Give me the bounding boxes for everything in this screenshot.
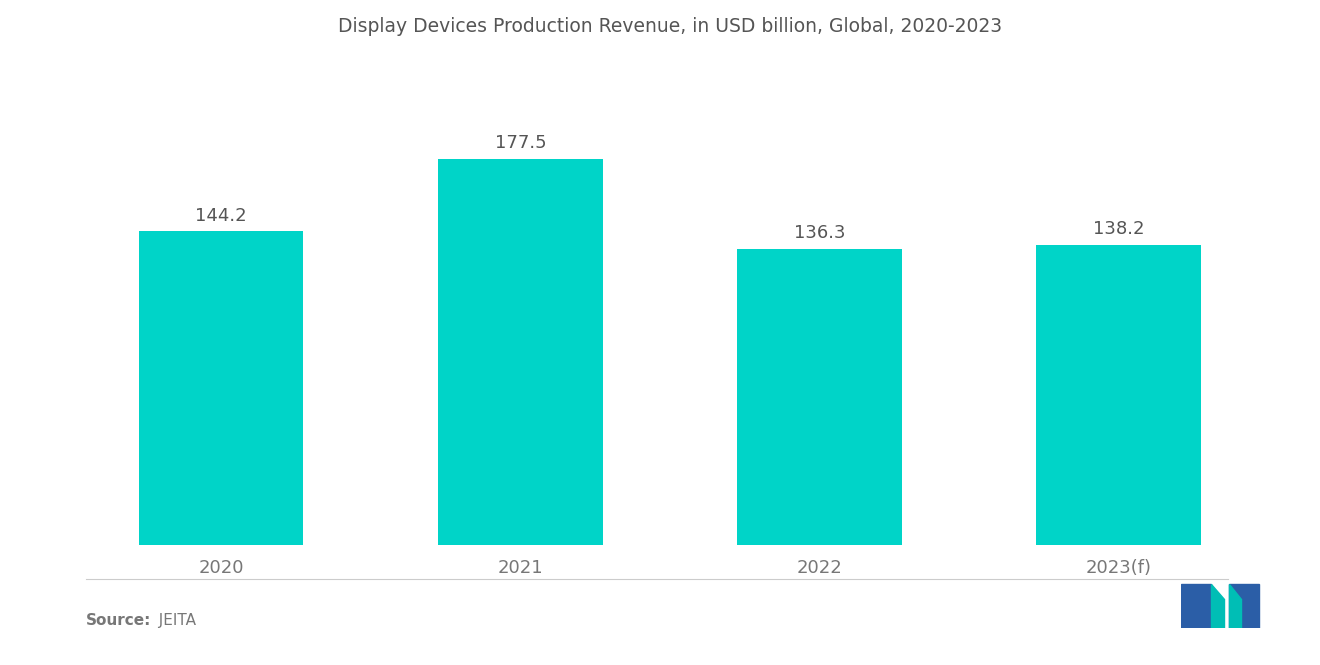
Bar (438, 159, 603, 545)
Text: 136.3: 136.3 (793, 224, 845, 242)
Text: JEITA: JEITA (149, 613, 197, 628)
Polygon shape (1229, 584, 1259, 628)
Bar (139, 231, 304, 545)
Polygon shape (1229, 584, 1241, 628)
Text: 177.5: 177.5 (495, 134, 546, 152)
Text: 144.2: 144.2 (195, 207, 247, 225)
Title: Display Devices Production Revenue, in USD billion, Global, 2020-2023: Display Devices Production Revenue, in U… (338, 17, 1002, 36)
Bar (1036, 245, 1201, 545)
Polygon shape (1181, 584, 1212, 628)
Polygon shape (1212, 584, 1225, 628)
Bar (737, 249, 902, 545)
Text: Source:: Source: (86, 613, 152, 628)
Text: 138.2: 138.2 (1093, 220, 1144, 238)
